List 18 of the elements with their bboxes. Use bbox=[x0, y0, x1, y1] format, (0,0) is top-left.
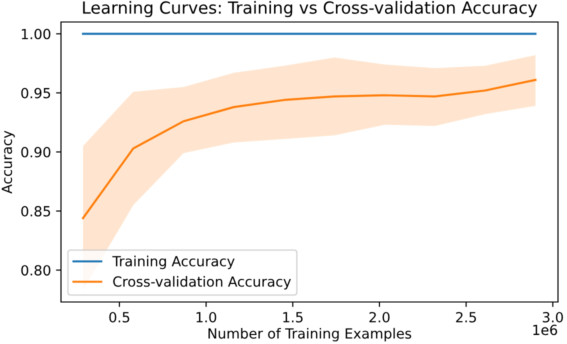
x-tick-label: 0.5 bbox=[109, 312, 130, 322]
y-axis-title: Accuracy bbox=[2, 130, 15, 194]
line-series bbox=[82, 78, 537, 220]
x-axis-title: Number of Training Examples bbox=[208, 328, 412, 342]
legend-label: Training Accuracy bbox=[112, 256, 235, 270]
legend-label: Cross-validation Accuracy bbox=[113, 276, 291, 290]
x-tick-label: 3.0 bbox=[542, 312, 563, 322]
y-tick-label: 1.00 bbox=[22, 28, 50, 40]
text: 1e6 bbox=[533, 324, 558, 336]
x-tick-label: 1.0 bbox=[196, 312, 216, 322]
y-tick-label: 0.90 bbox=[21, 146, 50, 158]
y-tick-label: 0.85 bbox=[21, 206, 50, 217]
y-tick-label: 0.95 bbox=[21, 88, 50, 98]
x-tick-label: 1.5 bbox=[283, 312, 303, 322]
x-tick-label: 2.5 bbox=[456, 312, 476, 322]
x-tick-label: 2.0 bbox=[369, 312, 390, 322]
y-tick-label: 0.80 bbox=[21, 265, 50, 276]
chart-title: Learning Curves: Training vs Cross-validation Accuracy bbox=[83, 1, 538, 18]
